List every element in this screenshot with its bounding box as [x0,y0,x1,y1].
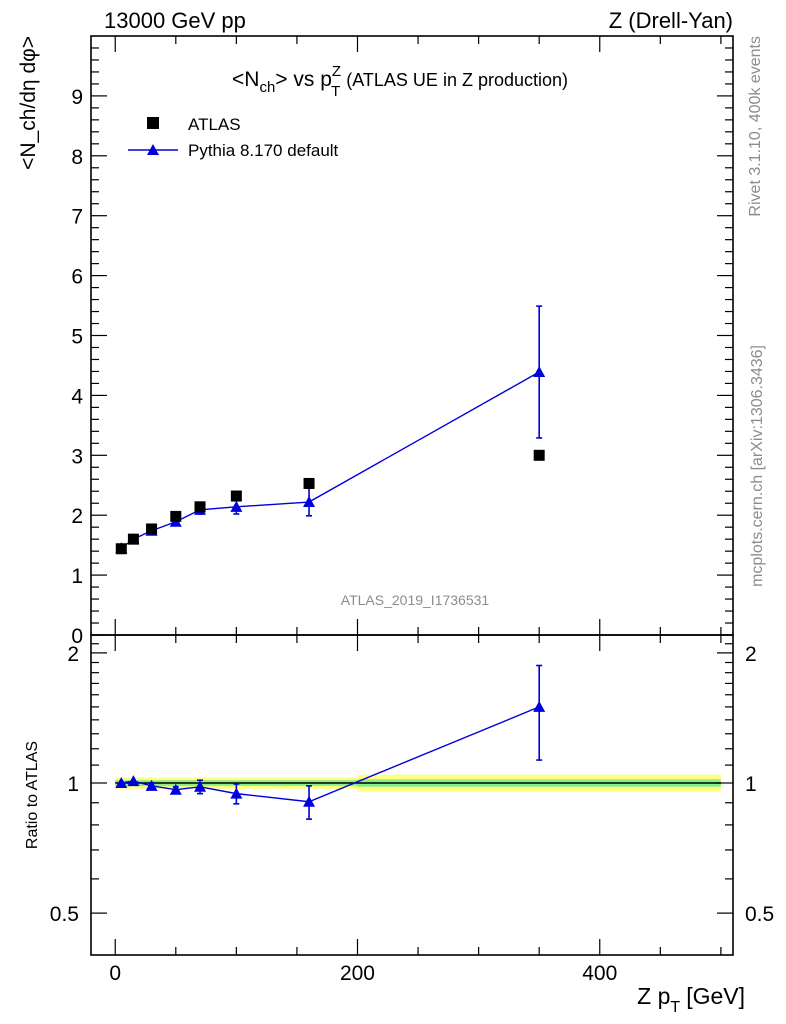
ratio-mc-point [194,780,207,792]
main-y-tick-label: 9 [71,86,83,109]
main-y-tick-label: 4 [71,385,83,408]
atlas-point [533,449,545,461]
x-tick-label: 200 [340,962,375,985]
mcplots-label: mcplots.cern.ch [arXiv:1306.3436] [749,345,766,587]
main-y-tick-label: 6 [71,266,83,289]
ratio-mc-point [127,775,140,787]
legend-atlas-label: ATLAS [188,115,241,134]
main-y-label: <N_ch/dη dφ> [17,36,40,170]
mc-point [230,500,243,512]
header-right: Z (Drell-Yan) [609,8,733,33]
x-tick-label: 400 [582,962,617,985]
legend-mc-label: Pythia 8.170 default [188,141,339,160]
panel-frames [90,35,734,956]
x-axis-label: Z pT [GeV] [637,983,745,1016]
ratio-y-tick-label-right: 2 [745,643,757,666]
main-y-tick-label: 5 [71,326,83,349]
ratio-y-tick-label: 0.5 [50,903,79,926]
main-series-layer [115,305,546,555]
main-y-tick-label: 2 [71,505,83,528]
ratio-mc-point [533,700,546,712]
ratio-y-label: Ratio to ATLAS [24,741,41,849]
ratio-uncertainty-bands [115,774,721,792]
mc-line [120,371,540,549]
ratio-panel-frame [90,634,734,956]
header-left: 13000 GeV pp [104,8,246,33]
ratio-mc-point [115,777,128,789]
x-tick-label: 0 [109,962,121,985]
atlas-point [170,510,182,522]
main-y-tick-label: 0 [71,625,83,648]
main-y-tick-label: 3 [71,445,83,468]
analysis-watermark: ATLAS_2019_I1736531 [341,592,490,608]
legend-atlas-marker [147,117,159,129]
main-y-tick-label: 1 [71,565,83,588]
ratio-mc-point [303,795,316,807]
mc-point [533,366,546,378]
atlas-point [127,533,139,545]
ratio-y-tick-label: 1 [67,773,79,796]
rivet-label: Rivet 3.1.10, 400k events [747,36,764,217]
legend-mc-marker [147,144,159,155]
ratio-y-tick-label-right: 1 [745,773,757,796]
ratio-y-tick-label: 2 [67,643,79,666]
ratio-series-layer [115,664,546,820]
atlas-point [146,523,158,535]
ratio-mc-point [169,783,182,795]
ratio-mc-point [230,787,243,799]
atlas-point [194,501,206,513]
atlas-point [303,477,315,489]
mc-point [303,496,316,508]
ratio-y-tick-label-right: 0.5 [745,903,774,926]
main-y-tick-label: 8 [71,146,83,169]
atlas-point [115,543,127,555]
ratio-mc-point [145,779,158,791]
main-y-tick-label: 7 [71,206,83,229]
axis-ticks: 0 1 2 3 4 5 6 7 8 9 0 200 400 0.5 0.5 1 1 2 2 [50,36,774,985]
atlas-point [230,490,242,502]
main-title: <Nch> vs pZ T(ATLAS UE in Z production) [232,63,568,100]
